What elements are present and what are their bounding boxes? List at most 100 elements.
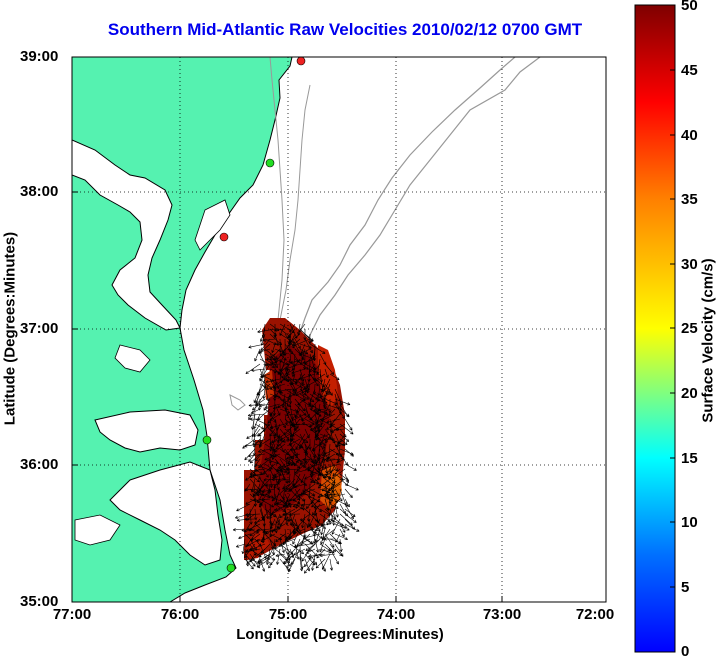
velocity-arrow xyxy=(282,512,301,516)
velocity-arrow xyxy=(292,423,311,427)
velocity-arrow xyxy=(334,548,343,557)
velocity-arrow xyxy=(316,548,326,559)
velocity-arrow xyxy=(279,508,296,519)
bathymetry-contour-4 xyxy=(269,57,285,321)
x-tick-label: 72:00 xyxy=(575,606,615,623)
velocity-arrow xyxy=(344,498,350,508)
velocity-arrow xyxy=(334,398,351,406)
velocity-arrow xyxy=(253,498,271,502)
velocity-arrow xyxy=(304,393,315,403)
velocity-arrow xyxy=(295,433,306,450)
velocity-arrow xyxy=(324,478,335,486)
velocity-arrow xyxy=(255,538,266,543)
velocity-arrow xyxy=(257,428,266,437)
velocity-arrow xyxy=(308,363,316,373)
velocity-arrow xyxy=(324,492,341,497)
velocity-arrow xyxy=(310,468,326,475)
velocity-arrow xyxy=(335,452,346,456)
velocity-arrow xyxy=(286,453,301,460)
velocity-arrow xyxy=(284,368,291,381)
velocity-arrow xyxy=(271,488,286,502)
velocity-arrow xyxy=(294,373,306,384)
velocity-arrow xyxy=(264,558,273,565)
velocity-arrow xyxy=(244,517,256,521)
velocity-arrow xyxy=(324,463,341,470)
velocity-arrow xyxy=(310,478,321,484)
bathymetry-contour-5 xyxy=(229,394,246,411)
velocity-arrow xyxy=(309,343,326,354)
velocity-arrow xyxy=(284,483,296,492)
velocity-arrow xyxy=(309,478,319,485)
velocity-arrow xyxy=(251,533,261,541)
velocity-arrow xyxy=(265,363,281,367)
velocity-arrow xyxy=(308,418,326,428)
velocity-arrow xyxy=(248,343,266,349)
velocity-arrow xyxy=(311,553,316,571)
velocity-arrow xyxy=(304,333,314,342)
velocity-arrow xyxy=(295,408,301,419)
velocity-arrow xyxy=(302,498,306,511)
velocity-arrow xyxy=(275,513,281,524)
y-tick-label: 38:00 xyxy=(20,183,59,200)
colorbar-tick-label: 25 xyxy=(681,320,698,337)
velocity-arrow xyxy=(331,518,341,535)
velocity-arrow xyxy=(314,453,331,462)
velocity-arrow xyxy=(260,373,271,378)
velocity-arrow xyxy=(313,503,326,509)
velocity-arrow xyxy=(319,388,332,394)
bathymetry-contour-3 xyxy=(251,84,311,441)
velocity-arrow xyxy=(332,468,341,477)
chart-title: Southern Mid-Atlantic Raw Velocities 201… xyxy=(107,20,583,39)
velocity-arrow xyxy=(329,558,334,571)
velocity-arrow xyxy=(241,538,246,555)
velocity-arrow xyxy=(267,413,276,424)
colorbar-tick-label: 20 xyxy=(681,385,698,402)
velocity-arrow xyxy=(339,538,343,552)
velocity-arrow xyxy=(265,528,276,535)
velocity-arrow xyxy=(294,433,309,443)
velocity-arrow xyxy=(344,448,354,457)
colorbar-label: Surface Velocity (cm/s) xyxy=(699,258,717,423)
velocity-arrow xyxy=(306,548,316,554)
velocity-arrow xyxy=(257,448,271,453)
velocity-arrow xyxy=(244,558,254,570)
velocity-arrow xyxy=(289,458,301,469)
velocity-arrow xyxy=(269,358,279,369)
velocity-arrow xyxy=(276,433,281,447)
velocity-arrow xyxy=(315,393,331,400)
velocity-arrow xyxy=(244,443,261,448)
velocity-arrow xyxy=(344,483,359,491)
velocity-arrow xyxy=(299,373,304,385)
velocity-arrow xyxy=(309,418,323,428)
colorbar-tick-label: 40 xyxy=(681,127,698,144)
velocity-arrow xyxy=(344,488,353,499)
velocity-arrow xyxy=(279,333,296,344)
velocity-arrow xyxy=(274,543,286,550)
velocity-arrow xyxy=(339,433,350,442)
velocity-arrow xyxy=(265,548,271,565)
velocity-arrow xyxy=(282,438,296,443)
velocity-arrow xyxy=(299,393,310,400)
velocity-arrow xyxy=(324,368,329,378)
velocity-arrow xyxy=(265,378,281,384)
velocity-arrow xyxy=(245,513,261,517)
velocity-arrow xyxy=(294,358,309,370)
velocity-arrow xyxy=(254,518,266,524)
velocity-arrow xyxy=(282,483,291,490)
colorbar-tick-label: 35 xyxy=(681,191,698,208)
velocity-arrow xyxy=(300,348,311,354)
velocity-arrow xyxy=(291,368,306,374)
velocity-arrow xyxy=(317,478,331,489)
velocity-arrow xyxy=(294,483,306,489)
velocity-arrow xyxy=(319,548,332,554)
velocity-arrow xyxy=(246,558,256,564)
velocity-arrow xyxy=(236,503,251,512)
velocity-arrow xyxy=(290,428,301,437)
velocity-arrow xyxy=(259,358,275,368)
velocity-arrow xyxy=(276,548,281,565)
radar-station-marker xyxy=(226,563,236,573)
velocity-arrow xyxy=(288,338,292,353)
velocity-arrow xyxy=(259,558,266,572)
velocity-arrow xyxy=(259,498,275,508)
velocity-arrow xyxy=(299,493,311,497)
